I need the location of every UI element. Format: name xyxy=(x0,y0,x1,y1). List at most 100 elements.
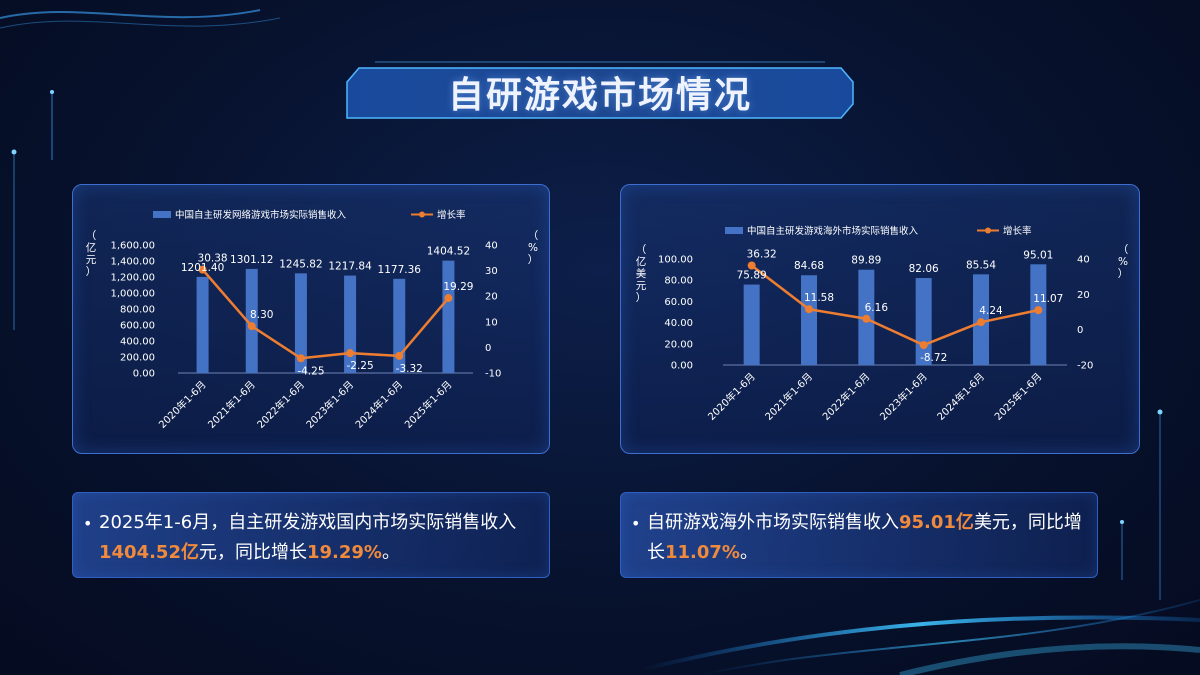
right-tick-label: 20 xyxy=(1077,290,1090,301)
note-highlight-growth: 19.29% xyxy=(306,542,382,563)
right-tick-label: 10 xyxy=(485,317,498,328)
bar-data-label: 1177.36 xyxy=(378,264,422,276)
left-tick-label: 40.00 xyxy=(664,318,693,329)
bar xyxy=(442,260,455,373)
left-tick-label: 60.00 xyxy=(664,297,693,308)
right-tick-label: -20 xyxy=(1077,361,1093,372)
growth-data-label: 30.38 xyxy=(198,253,228,265)
growth-point xyxy=(198,265,207,274)
growth-data-label: 4.24 xyxy=(979,305,1003,317)
legend-bar-swatch xyxy=(725,227,743,234)
growth-point xyxy=(805,305,813,314)
bar-data-label: 1404.52 xyxy=(427,246,470,258)
category-label: 2024年1-6月 xyxy=(934,370,987,423)
left-tick-label: 200.00 xyxy=(120,353,155,364)
category-label: 2020年1-6月 xyxy=(156,378,209,431)
left-tick-label: 600.00 xyxy=(120,321,155,332)
left-tick-label: 800.00 xyxy=(120,305,155,316)
overseas-market-chart-panel: 中国自主研发游戏海外市场实际销售收入 增长率 （亿美元） （%） 0.00 20.00 40… xyxy=(620,184,1140,454)
bar xyxy=(196,276,209,373)
growth-data-label: 8.30 xyxy=(250,309,273,321)
growth-line xyxy=(750,264,1039,347)
right-tick-label: 40 xyxy=(485,241,498,252)
note-text: 自研游戏海外市场实际销售收入95.01亿美元，同比增长11.07%。 xyxy=(647,508,1083,568)
category-label: 2025年1-6月 xyxy=(402,378,455,431)
right-tick-label: 40 xyxy=(1077,255,1090,266)
domestic-market-note: • 2025年1-6月，自主研发游戏国内市场实际销售收入 1404.52亿元，同比… xyxy=(72,492,550,578)
growth-point xyxy=(444,294,453,303)
category-label: 2021年1-6月 xyxy=(205,378,258,431)
note-text-part: 。 xyxy=(381,542,400,563)
category-label: 2021年1-6月 xyxy=(762,370,815,423)
left-tick-label: 0.00 xyxy=(133,369,155,380)
category-label: 2022年1-6月 xyxy=(254,378,307,431)
growth-point xyxy=(296,354,305,363)
title-frame xyxy=(346,61,854,119)
left-tick-label: 400.00 xyxy=(120,337,155,348)
growth-data-label: 11.07 xyxy=(1033,293,1063,305)
left-tick-label: 20.00 xyxy=(664,339,693,350)
growth-point xyxy=(747,261,756,270)
growth-data-label: -2.25 xyxy=(346,360,373,372)
growth-data-label: 19.29 xyxy=(443,281,473,293)
growth-point xyxy=(919,341,928,350)
page-title: 自研游戏市场情况 xyxy=(447,75,752,116)
left-tick-label: 1,000.00 xyxy=(110,289,155,300)
bullet-icon: • xyxy=(631,514,641,533)
growth-data-label: -4.25 xyxy=(297,365,324,377)
right-tick-label: 0 xyxy=(485,343,491,354)
bar xyxy=(245,268,258,373)
growth-data-label: 36.32 xyxy=(747,249,777,261)
bar xyxy=(344,275,357,373)
growth-data-label: -3.32 xyxy=(396,363,423,375)
legend-line-marker xyxy=(419,211,425,218)
bar-data-label: 75.89 xyxy=(737,270,767,282)
bar-data-label: 1245.82 xyxy=(279,258,322,270)
category-label: 2024年1-6月 xyxy=(352,378,405,431)
left-tick-label: 1,400.00 xyxy=(110,257,155,268)
right-tick-label: 30 xyxy=(485,266,498,277)
bar-data-label: 84.68 xyxy=(794,260,824,272)
legend-line-label: 增长率 xyxy=(437,209,466,221)
note-text-part: 美元，同比增长 xyxy=(647,512,1082,563)
bar xyxy=(743,284,760,365)
growth-point xyxy=(862,314,871,323)
bar-data-label: 82.06 xyxy=(909,263,939,275)
legend-line-marker xyxy=(985,227,991,234)
right-axis-title: （%） xyxy=(1118,244,1129,280)
growth-data-label: -8.72 xyxy=(920,352,947,364)
bar xyxy=(393,278,406,373)
note-text: 2025年1-6月，自主研发游戏国内市场实际销售收入 1404.52亿元，同比增长… xyxy=(99,508,535,568)
left-axis-title: （亿元） xyxy=(86,230,97,278)
bar xyxy=(801,275,817,365)
bar-data-label: 95.01 xyxy=(1023,249,1053,261)
bar-data-label: 1217.84 xyxy=(328,261,372,273)
bar-data-label: 89.89 xyxy=(851,255,881,267)
bar-data-label: 1301.12 xyxy=(230,254,273,266)
domestic-market-chart-panel: 中国自主研发网络游戏市场实际销售收入 增长率 （亿元） （%） 0.00 200.00 40… xyxy=(72,184,550,454)
bar-data-label: 85.54 xyxy=(966,259,996,271)
left-tick-label: 1,200.00 xyxy=(110,273,155,284)
note-highlight-growth: 11.07% xyxy=(665,542,740,563)
growth-point xyxy=(247,322,256,331)
legend-bar-label: 中国自主研发游戏海外市场实际销售收入 xyxy=(747,225,919,237)
category-label: 2023年1-6月 xyxy=(303,378,356,431)
growth-point xyxy=(395,351,404,360)
right-tick-label: 20 xyxy=(485,292,498,303)
right-axis-title: （%） xyxy=(528,230,539,266)
bar xyxy=(294,273,307,373)
left-tick-label: 0.00 xyxy=(671,361,693,372)
left-axis-title: （亿美元） xyxy=(636,244,647,304)
left-tick-label: 1,600.00 xyxy=(110,241,155,252)
legend-bar-swatch xyxy=(153,211,171,218)
category-label: 2022年1-6月 xyxy=(820,370,873,423)
left-tick-label: 80.00 xyxy=(664,276,693,287)
title-banner: 自研游戏市场情况 xyxy=(345,58,855,124)
category-label: 2023年1-6月 xyxy=(877,370,930,423)
note-text-part: 。 xyxy=(739,542,758,563)
overseas-market-note: • 自研游戏海外市场实际销售收入95.01亿美元，同比增长11.07%。 xyxy=(620,492,1098,578)
bar-data-label: 1201.40 xyxy=(181,262,224,274)
right-tick-label: 0 xyxy=(1077,325,1083,336)
legend-bar-label: 中国自主研发网络游戏市场实际销售收入 xyxy=(175,209,347,221)
growth-line xyxy=(201,268,450,360)
